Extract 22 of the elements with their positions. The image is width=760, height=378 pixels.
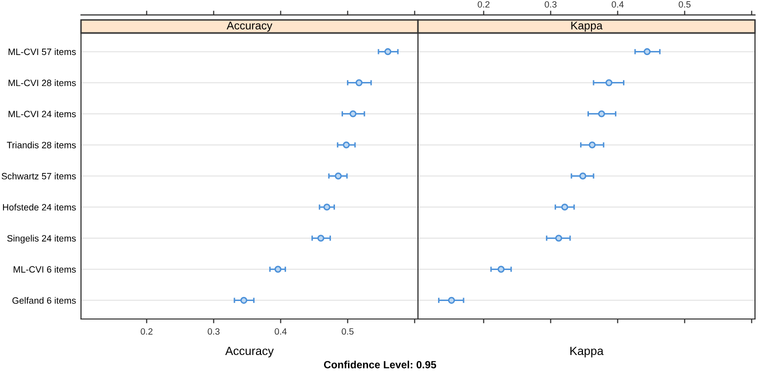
y-tick-label: Hofstede 24 items xyxy=(3,204,76,210)
y-tick-label: Singelis 24 items xyxy=(7,234,76,244)
x-tick-label: 0.3 xyxy=(208,328,220,335)
x2-tick-label: 0.4 xyxy=(612,1,624,8)
y-tick-label: ML-CVI 24 items xyxy=(8,110,76,118)
chart-title: Accuracy xyxy=(226,22,272,32)
y-tick-label: Gelfand 6 items xyxy=(12,297,76,304)
x-axis-title: Kappa xyxy=(570,346,604,358)
x-axis-title: Accuracy xyxy=(225,346,274,358)
y-tick-label: ML-CVI 57 items xyxy=(8,48,76,56)
x-tick-label: 0.4 xyxy=(274,328,287,335)
x2-tick-label: 0.2 xyxy=(478,1,490,8)
x2-tick-label: 0.3 xyxy=(544,1,557,8)
text: Confidence Level: 0.95 xyxy=(324,360,436,368)
x-tick-label: 0.2 xyxy=(140,328,152,335)
y-tick-label: Triandis 28 items xyxy=(6,142,76,148)
y-tick-label: ML-CVI 6 items xyxy=(14,266,76,273)
chart-title: Kappa xyxy=(571,22,603,32)
x2-tick-label: 0.5 xyxy=(678,1,691,8)
y-tick-label: Schwartz 57 items xyxy=(2,172,76,180)
y-tick-label: ML-CVI 28 items xyxy=(8,79,76,86)
x-tick-label: 0.5 xyxy=(342,328,354,335)
